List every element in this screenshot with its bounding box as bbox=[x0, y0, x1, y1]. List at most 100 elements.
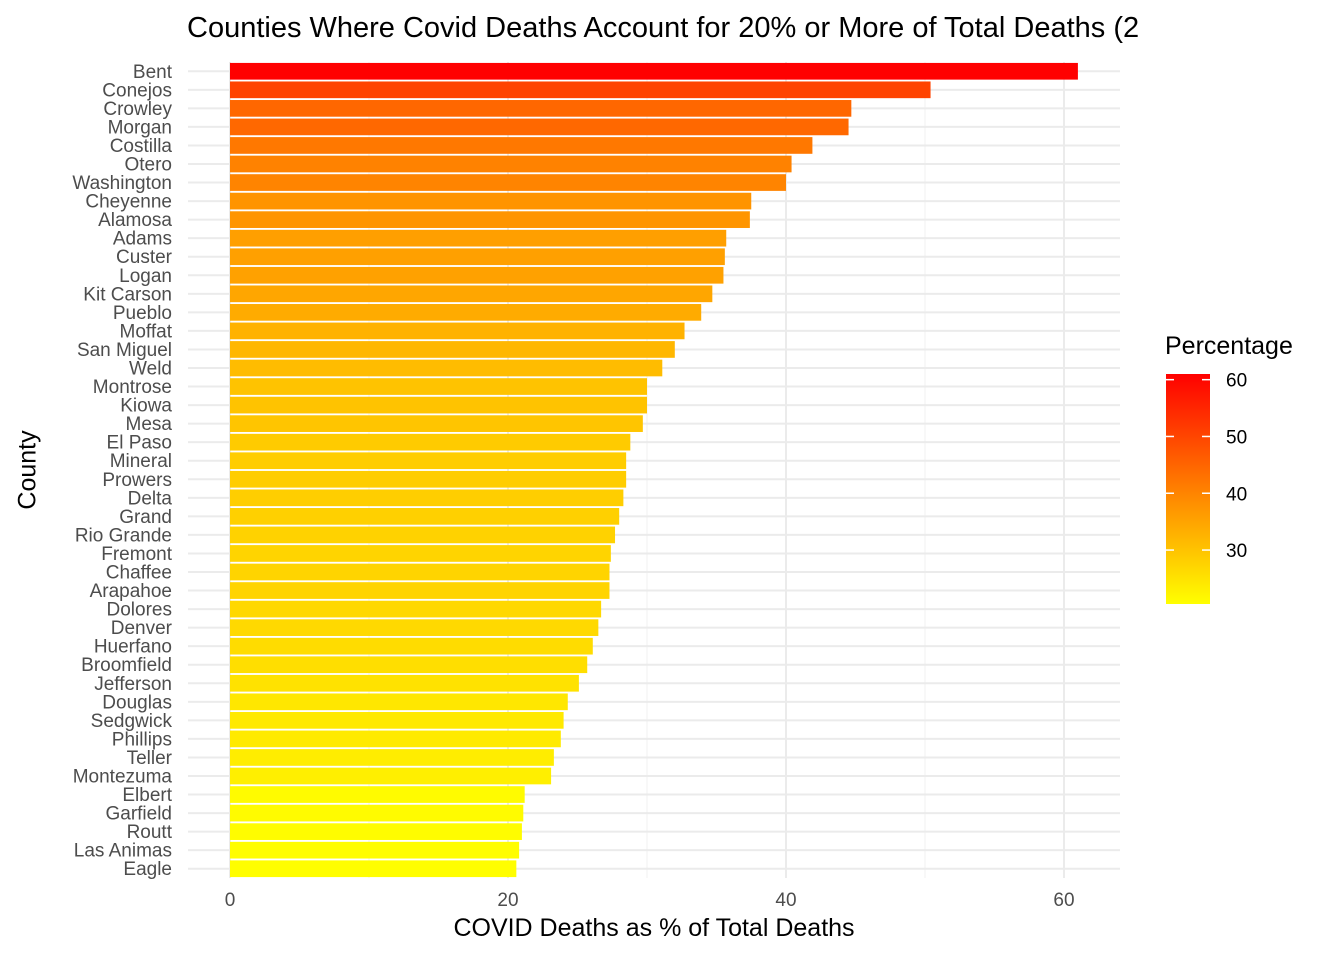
y-tick-label: Prowers bbox=[102, 470, 172, 491]
y-tick-label: Crowley bbox=[103, 99, 172, 120]
y-tick-label: Chaffee bbox=[106, 563, 172, 584]
bar-otero bbox=[230, 155, 792, 173]
bar-crowley bbox=[230, 100, 852, 117]
bar-denver bbox=[230, 619, 599, 636]
y-tick-label: Grand bbox=[119, 507, 172, 528]
bar-prowers bbox=[230, 470, 627, 488]
y-tick-label: Washington bbox=[72, 173, 172, 194]
bar-morgan bbox=[230, 118, 849, 136]
bar-teller bbox=[230, 749, 554, 766]
bar-douglas bbox=[230, 693, 568, 711]
y-tick-label: Huerfano bbox=[94, 637, 172, 658]
bar-jefferson bbox=[230, 674, 579, 692]
bar-el-paso bbox=[230, 433, 631, 451]
y-tick-label: Montezuma bbox=[73, 767, 173, 788]
y-tick-label: Arapahoe bbox=[90, 581, 172, 602]
y-tick-label: Weld bbox=[129, 359, 172, 380]
y-tick-label: Conejos bbox=[102, 80, 172, 101]
y-tick-label: Otero bbox=[124, 155, 172, 176]
bar-cheyenne bbox=[230, 192, 752, 210]
bar-moffat bbox=[230, 322, 685, 340]
y-tick-label: Moffat bbox=[120, 321, 173, 342]
y-tick-label: Bent bbox=[133, 62, 173, 83]
bar-elbert bbox=[230, 786, 525, 803]
y-tick-label: San Miguel bbox=[77, 340, 172, 361]
y-tick-label: Teller bbox=[127, 748, 173, 769]
bar-las-animas bbox=[230, 841, 520, 859]
bar-delta bbox=[230, 489, 624, 507]
bar-montrose bbox=[230, 378, 647, 395]
y-axis-label: County bbox=[13, 430, 42, 510]
y-tick-label: El Paso bbox=[107, 433, 172, 454]
y-tick-label: Las Animas bbox=[74, 841, 172, 862]
y-tick-label: Adams bbox=[113, 229, 172, 250]
y-tick-label: Sedgwick bbox=[91, 711, 173, 732]
legend-tick-label: 30 bbox=[1226, 541, 1247, 562]
bar-adams bbox=[230, 229, 727, 247]
bar-dolores bbox=[230, 600, 602, 618]
y-tick-label: Pueblo bbox=[113, 303, 172, 324]
x-axis-label: COVID Deaths as % of Total Deaths bbox=[453, 914, 855, 942]
bar-kit-carson bbox=[230, 285, 713, 303]
y-tick-label: Cheyenne bbox=[85, 192, 172, 213]
bar-rio-grande bbox=[230, 526, 616, 544]
bar-bent bbox=[230, 62, 1078, 80]
bar-huerfano bbox=[230, 637, 593, 655]
y-tick-label: Montrose bbox=[93, 377, 172, 398]
bar-arapahoe bbox=[230, 582, 610, 599]
bar-san-miguel bbox=[230, 341, 675, 358]
x-tick-label: 40 bbox=[775, 890, 796, 911]
y-tick-label: Fremont bbox=[101, 544, 172, 565]
bar-conejos bbox=[230, 81, 931, 99]
y-tick-label: Broomfield bbox=[81, 655, 172, 676]
bar-broomfield bbox=[230, 656, 588, 674]
bar-washington bbox=[230, 174, 786, 191]
bar-alamosa bbox=[230, 211, 750, 228]
y-tick-label: Routt bbox=[127, 822, 173, 843]
bar-mineral bbox=[230, 452, 627, 470]
bar-pueblo bbox=[230, 304, 702, 321]
x-tick-label: 0 bbox=[225, 890, 236, 911]
y-tick-label: Mineral bbox=[110, 451, 172, 472]
y-tick-label: Douglas bbox=[102, 692, 172, 713]
x-tick-label: 60 bbox=[1053, 890, 1074, 911]
bar-chaffee bbox=[230, 563, 610, 581]
bar-mesa bbox=[230, 415, 643, 432]
bar-weld bbox=[230, 359, 663, 377]
bar-eagle bbox=[230, 860, 517, 878]
legend-tick-label: 50 bbox=[1226, 427, 1247, 448]
legend-colorbar bbox=[1166, 374, 1210, 604]
y-tick-label: Phillips bbox=[112, 729, 172, 750]
bar-routt bbox=[230, 823, 522, 840]
y-tick-label: Jefferson bbox=[94, 674, 172, 695]
y-tick-label: Denver bbox=[111, 618, 173, 639]
legend-tick-label: 60 bbox=[1226, 371, 1247, 392]
y-tick-label: Costilla bbox=[110, 136, 173, 157]
bar-garfield bbox=[230, 804, 524, 822]
y-tick-label: Alamosa bbox=[98, 210, 172, 231]
bar-grand bbox=[230, 508, 620, 525]
y-tick-label: Kit Carson bbox=[83, 284, 172, 305]
y-tick-label: Delta bbox=[128, 488, 173, 509]
y-tick-label: Rio Grande bbox=[75, 525, 172, 546]
y-tick-label: Elbert bbox=[122, 785, 172, 806]
y-tick-label: Garfield bbox=[105, 804, 172, 825]
bar-montezuma bbox=[230, 767, 552, 785]
bar-custer bbox=[230, 248, 725, 266]
y-tick-label: Mesa bbox=[126, 414, 173, 435]
legend-tick-label: 40 bbox=[1226, 484, 1247, 505]
y-tick-label: Kiowa bbox=[120, 396, 172, 417]
chart-title: Counties Where Covid Deaths Account for … bbox=[187, 12, 1140, 44]
y-tick-label: Custer bbox=[116, 247, 173, 268]
bar-costilla bbox=[230, 137, 813, 154]
bar-kiowa bbox=[230, 396, 647, 414]
x-tick-label: 20 bbox=[497, 890, 518, 911]
bar-fremont bbox=[230, 545, 611, 562]
y-tick-label: Logan bbox=[119, 266, 172, 287]
legend-title: Percentage bbox=[1165, 332, 1293, 360]
bar-logan bbox=[230, 266, 724, 284]
y-tick-label: Dolores bbox=[107, 600, 172, 621]
bar-sedgwick bbox=[230, 712, 564, 729]
